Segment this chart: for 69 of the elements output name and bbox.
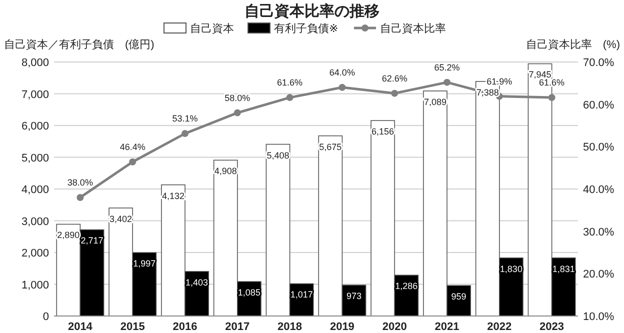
data-label: 2,717 [80, 236, 104, 246]
x-tick-label: 2014 [68, 321, 94, 333]
x-tick-label: 2017 [225, 321, 250, 333]
legend-label: 有利子負債※ [274, 22, 338, 35]
data-label: 1,403 [186, 277, 208, 288]
y2-tick-label: 20.0% [583, 268, 614, 281]
data-label: 6,156 [372, 126, 394, 137]
y-tick-label: 8,000 [21, 57, 49, 69]
y2-tick-label: 10.0% [583, 311, 614, 323]
data-label: 7,945 [528, 70, 552, 80]
y-tick-label: 6,000 [21, 120, 49, 132]
data-label: 53.1% [172, 114, 198, 124]
y-tick-label: 5,000 [21, 152, 49, 164]
data-label: 1,286 [395, 281, 418, 292]
data-label: 61.6% [277, 78, 303, 88]
data-label: 3,402 [110, 214, 132, 224]
y2-tick-label: 60.0% [583, 99, 614, 112]
point [234, 109, 241, 116]
point [182, 130, 188, 138]
data-label: 1,085 [238, 288, 260, 298]
point [338, 84, 346, 91]
data-label: 1,017 [290, 290, 313, 300]
data-label: 5,675 [319, 142, 342, 152]
data-label: 65.2% [434, 62, 460, 72]
y-tick-label: 7,000 [21, 88, 49, 101]
point [391, 90, 398, 97]
y2-axis-title: 自己資本比率 (%) [526, 38, 620, 51]
legend-label: 自己資本比率 [380, 22, 446, 35]
x-tick-label: 2015 [120, 321, 145, 333]
chart-title: 自己資本比率の推移 [244, 2, 380, 20]
y-tick-label: 0 [42, 311, 49, 323]
x-tick-label: 2018 [278, 321, 302, 333]
x-tick-label: 2022 [487, 321, 512, 333]
data-label: 959 [451, 292, 466, 302]
data-label: 7,089 [424, 96, 446, 107]
point [76, 194, 84, 201]
y2-tick-label: 50.0% [583, 142, 614, 154]
y-tick-label: 1,000 [21, 279, 49, 292]
x-tick-label: 2023 [540, 321, 564, 333]
x-tick-label: 2020 [382, 321, 407, 333]
point [129, 158, 136, 166]
data-label: 58.0% [224, 92, 250, 103]
point [548, 94, 556, 102]
x-tick-label: 2016 [172, 321, 198, 333]
data-label: 973 [346, 291, 362, 302]
x-tick-label: 2021 [434, 321, 460, 333]
y2-tick-label: 70.0% [583, 57, 614, 69]
y2-tick-label: 30.0% [583, 226, 614, 238]
data-label: 4,132 [162, 190, 184, 201]
point [444, 78, 450, 86]
data-label: 1,831 [552, 264, 575, 274]
data-label: 46.4% [120, 142, 146, 152]
data-label: 1,830 [500, 264, 522, 274]
y2-tick-label: 40.0% [583, 184, 614, 196]
data-label: 1,997 [133, 258, 156, 269]
data-label: 38.0% [67, 177, 93, 188]
data-label: 62.6% [382, 73, 408, 84]
data-label: 5,408 [266, 150, 290, 160]
data-label: 4,908 [214, 166, 237, 176]
y-tick-label: 2,000 [21, 248, 49, 260]
y-tick-label: 3,000 [21, 216, 49, 228]
y-tick-label: 4,000 [21, 184, 49, 196]
x-tick-label: 2019 [330, 321, 354, 333]
legend-label: 自己資本 [190, 22, 234, 35]
data-label: 61.9% [486, 76, 512, 86]
y-axis-title: 自己資本／有利子負債 (億円) [4, 38, 154, 51]
point [286, 94, 294, 102]
data-label: 2,890 [57, 230, 80, 240]
data-label: 64.0% [329, 67, 355, 78]
